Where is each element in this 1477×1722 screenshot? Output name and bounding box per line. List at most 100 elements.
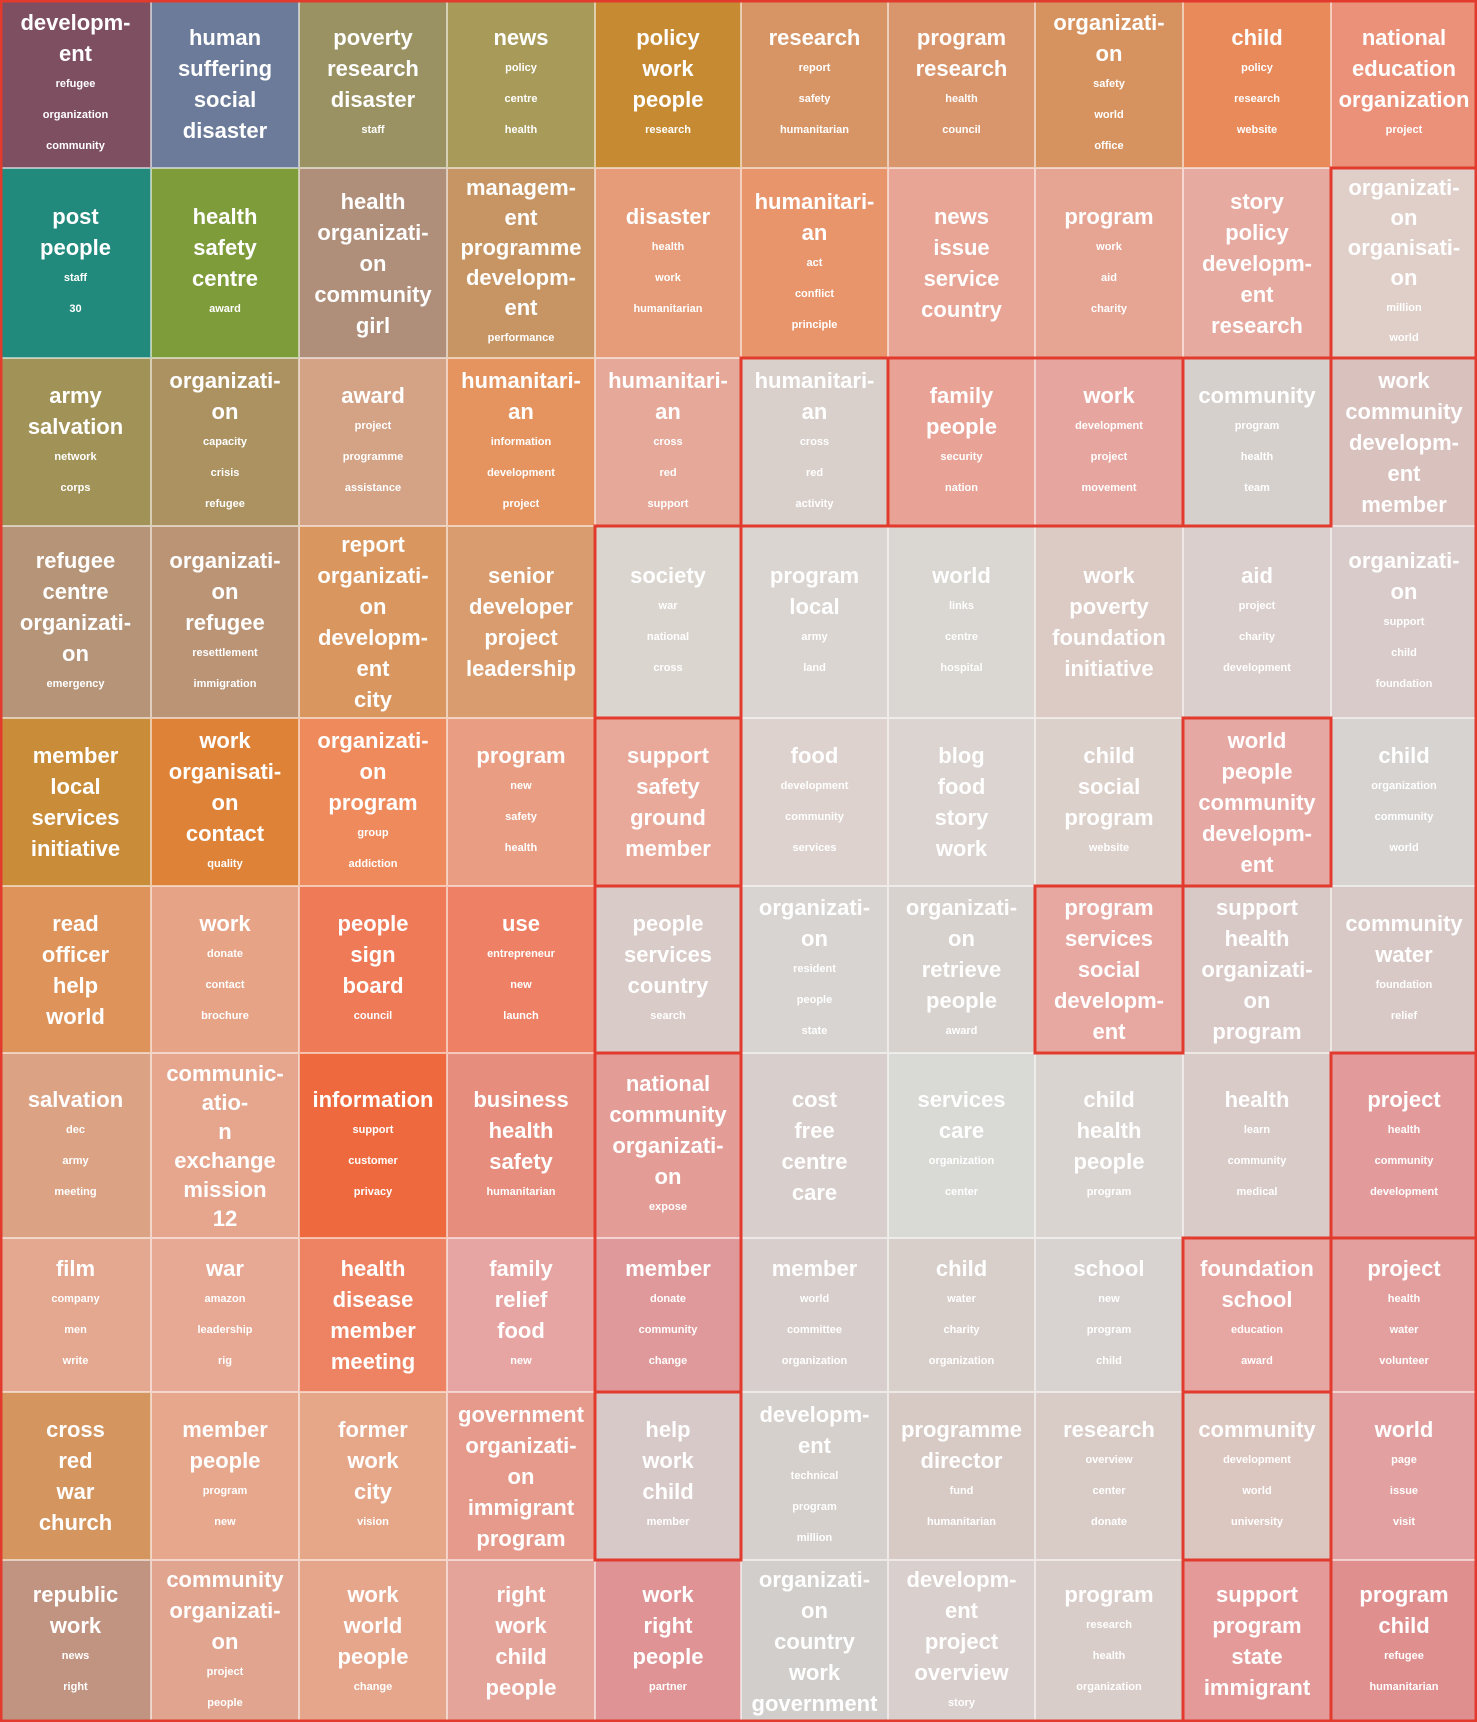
grid-cell: child social program website bbox=[1035, 718, 1183, 886]
cell-word: program bbox=[916, 25, 1007, 50]
cell-word: support bbox=[1216, 895, 1298, 920]
cell-word: family bbox=[929, 383, 994, 408]
cell-word: society bbox=[630, 563, 706, 588]
cell-subword: cross bbox=[653, 435, 683, 448]
cell-subword: safety bbox=[798, 93, 831, 105]
cell-subword: program bbox=[1234, 420, 1280, 432]
cell-subword: humanitarian bbox=[926, 1516, 997, 1528]
cell-word: people bbox=[632, 87, 704, 112]
cell-word: retrieve bbox=[921, 957, 1002, 982]
cell-word: organizati- bbox=[612, 1133, 724, 1158]
cell-word: disaster bbox=[625, 204, 711, 229]
cell-word: exchange bbox=[174, 1147, 276, 1173]
cell-subword: program bbox=[1086, 1324, 1132, 1336]
grid-cell: award project programme assistance bbox=[299, 358, 447, 526]
cell-subword: people bbox=[796, 994, 833, 1006]
cell-word: red bbox=[58, 1448, 93, 1473]
cell-subword: project bbox=[1090, 451, 1128, 463]
cell-subword: development bbox=[487, 466, 555, 479]
cell-subword: community bbox=[1374, 811, 1434, 823]
cell-word: on bbox=[1095, 40, 1123, 66]
cell-subword: project bbox=[354, 420, 392, 432]
cell-word: people bbox=[40, 235, 111, 260]
cell-word: centre bbox=[781, 1148, 848, 1174]
cell-subword: group bbox=[357, 826, 389, 839]
cell-subword: vision bbox=[357, 1516, 389, 1528]
cell-word: on bbox=[359, 758, 387, 784]
cell-subword: volunteer bbox=[1379, 1355, 1429, 1367]
grid-cell: work poverty foundation initiative bbox=[1035, 526, 1183, 718]
grid-cell: health disease member meeting bbox=[299, 1238, 447, 1392]
cell-word: member bbox=[1361, 491, 1447, 517]
cell-word: organizati- bbox=[905, 895, 1018, 920]
cell-word: humanitari- bbox=[461, 367, 581, 393]
cell-subword: website bbox=[1088, 842, 1130, 854]
cell-word: story bbox=[934, 805, 989, 830]
grid-cell: national education organization project bbox=[1331, 0, 1477, 168]
grid-cell: child organization community world bbox=[1331, 718, 1477, 886]
grid-cell: program services social developm-ent bbox=[1035, 886, 1183, 1053]
cell-word: member bbox=[182, 1417, 268, 1442]
cell-word: water bbox=[1375, 941, 1433, 967]
cell-subword: community bbox=[1227, 1154, 1287, 1167]
cell-word: organizati- bbox=[317, 219, 429, 245]
cell-word: organizati- bbox=[19, 609, 132, 635]
cell-word: sign bbox=[350, 941, 396, 967]
cell-word: humanitari- bbox=[754, 367, 875, 393]
cell-word: program bbox=[1064, 805, 1154, 830]
cell-word: school bbox=[1073, 1256, 1145, 1281]
cell-word: program bbox=[1359, 1582, 1449, 1607]
cell-word: work bbox=[1083, 563, 1135, 588]
grid-cell: business health safety humanitarian bbox=[447, 1053, 595, 1238]
cell-word: former bbox=[338, 1417, 408, 1442]
cell-word: senior bbox=[487, 563, 555, 588]
cell-word: on bbox=[359, 250, 387, 276]
cell-subword: donate bbox=[206, 947, 244, 960]
cell-subword: office bbox=[1094, 139, 1124, 152]
cell-subword: child bbox=[1096, 1355, 1122, 1367]
cell-word: organizati- bbox=[758, 895, 871, 920]
grid-cell: blog food story work bbox=[888, 718, 1035, 886]
cell-word: immigrant bbox=[1203, 1675, 1311, 1700]
cell-word: program bbox=[1064, 1582, 1154, 1607]
cell-word: support bbox=[1216, 1582, 1298, 1607]
cell-subword: member bbox=[646, 1516, 690, 1528]
grid-cell: humanitari-an cross red support bbox=[595, 358, 741, 526]
cell-word: government bbox=[458, 1401, 584, 1427]
cell-subword: million bbox=[1386, 302, 1422, 314]
grid-cell: refugee centre organizati-on emergency bbox=[0, 526, 151, 718]
cell-subword: company bbox=[51, 1293, 100, 1305]
cell-word: board bbox=[342, 972, 404, 998]
cell-subword: organization bbox=[928, 1154, 995, 1167]
cell-word: on bbox=[62, 640, 89, 666]
cell-word: work bbox=[495, 1613, 547, 1638]
cell-subword: project bbox=[1385, 124, 1423, 136]
cell-word: use bbox=[502, 910, 540, 936]
cell-word: local bbox=[50, 774, 101, 799]
cell-word: girl bbox=[355, 312, 391, 338]
grid-cell: aid project charity development bbox=[1183, 526, 1331, 718]
grid-cell: army salvation network corps bbox=[0, 358, 151, 526]
cell-subword: support bbox=[647, 497, 689, 510]
cell-subword: health bbox=[504, 124, 538, 136]
cell-subword: website bbox=[1236, 124, 1278, 136]
grid-cell: school new program child bbox=[1035, 1238, 1183, 1392]
grid-cell: food development community services bbox=[741, 718, 888, 886]
cell-word: communic- bbox=[166, 1060, 284, 1086]
grid-cell: work right people partner bbox=[595, 1560, 741, 1722]
cell-subword: services bbox=[792, 842, 837, 854]
cell-word: project bbox=[484, 625, 558, 650]
grid-cell: child policy research website bbox=[1183, 0, 1331, 168]
grid-cell: developm-ent project overview story bbox=[888, 1560, 1035, 1722]
grid-cell: salvation dec army meeting bbox=[0, 1053, 151, 1238]
cell-word: contact bbox=[185, 820, 265, 846]
cell-word: food bbox=[937, 774, 986, 799]
cell-word: social bbox=[193, 87, 257, 112]
cell-subword: water bbox=[1389, 1324, 1419, 1336]
cell-word: people bbox=[926, 988, 997, 1013]
grid-cell: national community organizati-on expose bbox=[595, 1053, 741, 1238]
cell-subword: red bbox=[805, 466, 824, 479]
grid-cell: organizati-on country work government bbox=[741, 1560, 888, 1722]
cell-word: organisati- bbox=[168, 758, 282, 784]
cell-word: salvation bbox=[27, 1086, 124, 1112]
